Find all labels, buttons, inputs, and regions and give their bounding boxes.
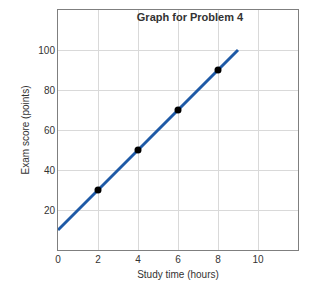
svg-text:2: 2	[95, 254, 101, 265]
svg-text:4: 4	[135, 254, 141, 265]
svg-text:80: 80	[44, 85, 56, 96]
svg-text:40: 40	[44, 165, 56, 176]
svg-text:Study time (hours): Study time (hours)	[137, 269, 219, 280]
svg-text:6: 6	[175, 254, 181, 265]
svg-text:Exam score (points): Exam score (points)	[20, 86, 31, 175]
svg-text:10: 10	[252, 254, 264, 265]
svg-text:8: 8	[215, 254, 221, 265]
svg-text:100: 100	[38, 45, 55, 56]
svg-text:Graph for Problem 4: Graph for Problem 4	[137, 11, 244, 23]
svg-text:60: 60	[44, 125, 56, 136]
svg-text:20: 20	[44, 205, 56, 216]
svg-text:0: 0	[55, 254, 61, 265]
